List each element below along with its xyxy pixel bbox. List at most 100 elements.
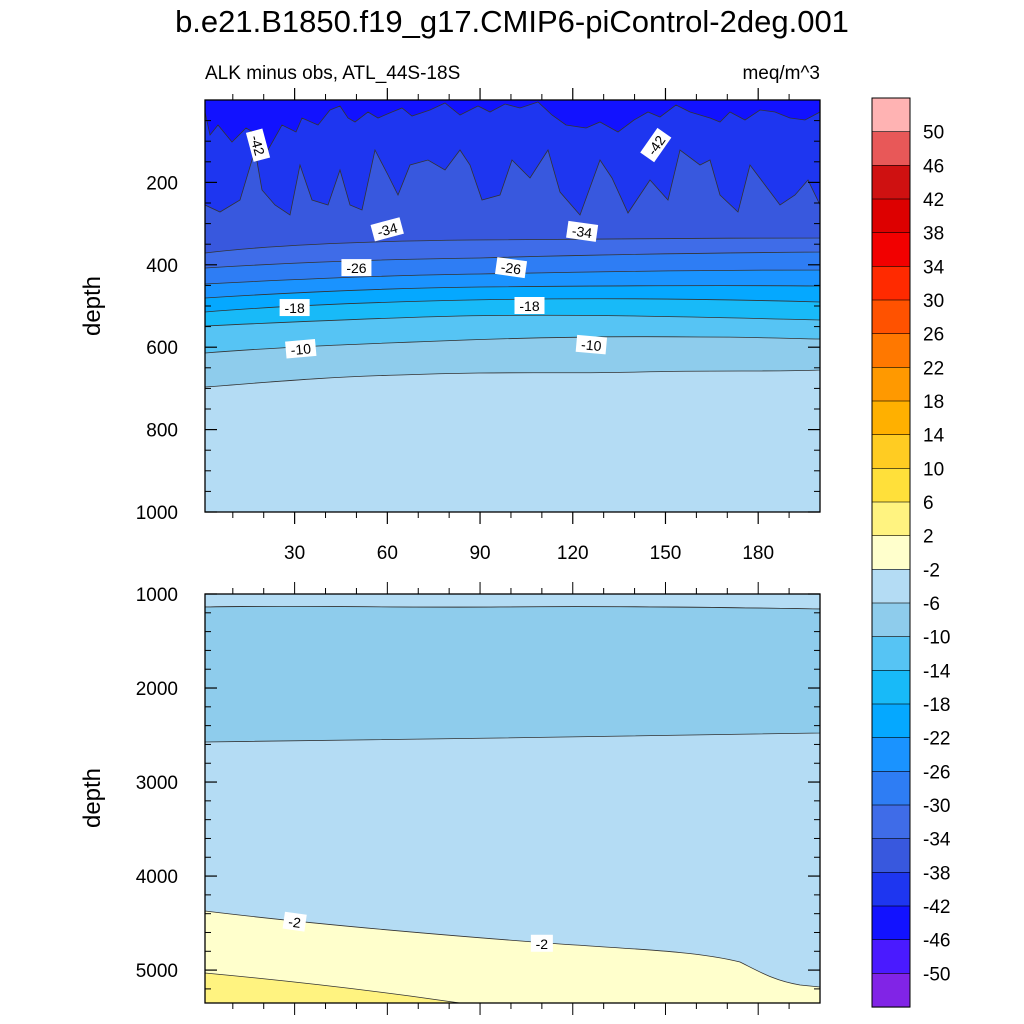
upper-contour-label: -26 <box>341 259 372 277</box>
colorbar: 50 46 42 38 34 30 26 22 18 14 10 6 2 -2 -6 -10 -14 -18 -22… <box>871 97 951 1008</box>
colorbar-swatch <box>871 266 911 301</box>
upper-y-axis-label: depth <box>79 276 106 336</box>
upper-x-tick-label: 180 <box>742 543 774 564</box>
colorbar-label: -10 <box>923 628 950 649</box>
upper-contour-label: -34 <box>566 220 599 242</box>
colorbar-swatch <box>871 737 911 772</box>
colorbar-label: 46 <box>923 156 944 177</box>
chart-title: b.e21.B1850.f19_g17.CMIP6-piControl-2deg… <box>175 4 849 39</box>
colorbar-swatch <box>871 299 911 335</box>
svg-text:-2: -2 <box>536 936 549 952</box>
upper-y-tick-label: 200 <box>146 173 178 194</box>
colorbar-label: 18 <box>923 392 944 413</box>
lower-y-tick-label: 3000 <box>136 773 178 794</box>
chart-subtitle: ALK minus obs, ATL_44S-18S <box>205 63 461 84</box>
colorbar-label: 6 <box>923 493 934 514</box>
upper-contour-label: -42 <box>245 128 271 162</box>
colorbar-label: -34 <box>923 830 951 851</box>
upper-x-tick-label: 150 <box>650 543 682 564</box>
lower-y-axis-label: depth <box>79 768 106 828</box>
upper-contour-label: -18 <box>514 297 545 314</box>
colorbar-label: -30 <box>923 796 950 817</box>
upper-x-tick-label: 30 <box>284 543 305 564</box>
colorbar-swatch <box>871 165 911 200</box>
lower-contour-field <box>205 594 820 1003</box>
colorbar-label: -50 <box>923 964 950 985</box>
svg-text:-18: -18 <box>285 300 305 316</box>
colorbar-swatch <box>871 973 911 1008</box>
colorbar-swatch <box>871 232 911 267</box>
upper-x-tick-label: 90 <box>469 543 490 564</box>
upper-x-tick-label: 60 <box>377 543 398 564</box>
contour-labels: -42 -42-34 -34-26 -26-18 -18-10 -10-2-2 <box>245 127 672 952</box>
upper-y-tick-label: 400 <box>146 256 178 277</box>
upper-contour-label: -18 <box>279 299 310 317</box>
colorbar-label: 22 <box>923 358 944 379</box>
colorbar-swatch <box>871 905 911 941</box>
colorbar-swatch <box>871 838 911 873</box>
colorbar-swatch <box>871 602 911 638</box>
lower-y-tick-label: 2000 <box>136 679 178 700</box>
lower-y-tick-label: 4000 <box>136 867 178 888</box>
colorbar-label: 34 <box>923 257 945 278</box>
upper-contour-label: -10 <box>575 334 608 355</box>
svg-text:-2: -2 <box>287 913 302 931</box>
colorbar-swatch <box>871 872 911 907</box>
colorbar-label: 2 <box>923 527 934 548</box>
lower-y-tick-label: 1000 <box>136 585 178 606</box>
svg-text:-34: -34 <box>375 219 399 240</box>
lower-y-tick-label: 5000 <box>136 961 178 982</box>
colorbar-swatch <box>871 670 911 705</box>
colorbar-swatch <box>871 198 911 234</box>
lower-plot-frame <box>204 593 821 1004</box>
colorbar-label: 38 <box>923 224 944 245</box>
colorbar-label: -46 <box>923 931 950 952</box>
colorbar-swatch <box>871 535 911 570</box>
colorbar-swatch <box>871 771 911 806</box>
colorbar-label: -18 <box>923 695 950 716</box>
colorbar-label: -22 <box>923 729 950 750</box>
colorbar-label: 26 <box>923 325 944 346</box>
colorbar-swatch <box>871 434 911 469</box>
colorbar-label: -26 <box>923 762 950 783</box>
upper-contour-label: -10 <box>285 338 317 359</box>
colorbar-label: -14 <box>923 661 951 682</box>
upper-y-tick-label: 600 <box>146 338 178 359</box>
colorbar-swatch <box>871 703 911 739</box>
colorbar-label: -38 <box>923 863 950 884</box>
lower-contour-label: -2 <box>530 934 553 952</box>
colorbar-label: 14 <box>923 426 945 447</box>
colorbar-swatch <box>871 804 911 840</box>
colorbar-swatch <box>871 97 911 133</box>
upper-x-tick-label: 120 <box>557 543 589 564</box>
svg-text:-10: -10 <box>581 336 603 354</box>
colorbar-label: 30 <box>923 291 944 312</box>
colorbar-label: 50 <box>923 123 944 144</box>
lower-contour-label: -2 <box>282 911 307 932</box>
colorbar-swatch <box>871 501 911 537</box>
colorbar-label: 42 <box>923 190 944 211</box>
colorbar-label: 10 <box>923 459 944 480</box>
svg-text:-26: -26 <box>500 259 522 278</box>
colorbar-swatch <box>871 636 911 671</box>
colorbar-label: -6 <box>923 594 940 615</box>
upper-contour-label: -26 <box>494 257 528 279</box>
upper-y-tick-label: 1000 <box>136 503 178 524</box>
units-label: meq/m^3 <box>742 63 820 84</box>
colorbar-swatch <box>871 367 911 402</box>
colorbar-swatch <box>871 569 911 604</box>
svg-text:-10: -10 <box>290 340 312 358</box>
colorbar-swatch <box>871 468 911 503</box>
colorbar-swatch <box>871 939 911 974</box>
axes-layer: 200 400 600 800 1000 30 60 90 120 150 180 1000 2000 3… <box>136 88 820 1015</box>
colorbar-label: -42 <box>923 897 950 918</box>
svg-text:-42: -42 <box>247 133 268 157</box>
upper-contour-label: -34 <box>370 217 404 242</box>
svg-text:-18: -18 <box>519 298 539 314</box>
svg-text:-34: -34 <box>571 223 593 242</box>
upper-y-tick-label: 800 <box>146 421 178 442</box>
svg-text:-26: -26 <box>346 260 366 276</box>
colorbar-swatch <box>871 400 911 436</box>
colorbar-swatch <box>871 131 911 166</box>
